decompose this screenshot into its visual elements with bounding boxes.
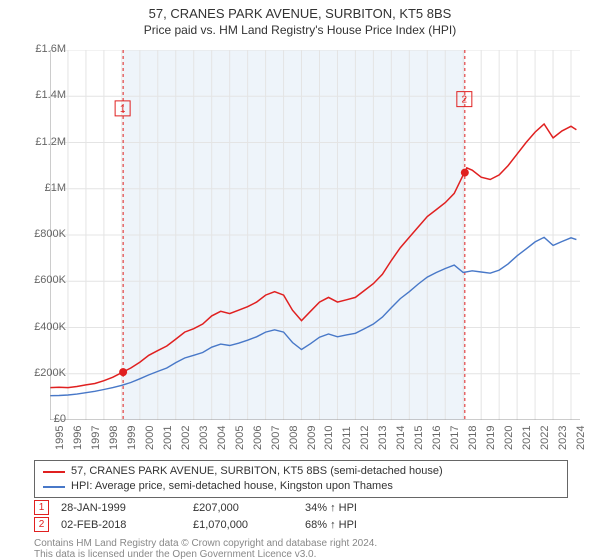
legend-label-hpi: HPI: Average price, semi-detached house,…: [71, 479, 393, 494]
x-tick-label: 2008: [288, 426, 300, 450]
x-tick-label: 2015: [413, 426, 425, 450]
sale-pct-2: 68% ↑ HPI: [305, 519, 415, 531]
x-tick-label: 2017: [449, 426, 461, 450]
y-tick-label: £600K: [20, 274, 66, 286]
legend-box: 57, CRANES PARK AVENUE, SURBITON, KT5 8B…: [34, 460, 568, 498]
sale-date-1: 28-JAN-1999: [61, 502, 181, 514]
sale-price-1: £207,000: [193, 502, 293, 514]
x-tick-label: 2001: [162, 426, 174, 450]
x-tick-label: 2013: [377, 426, 389, 450]
x-tick-label: 2012: [359, 426, 371, 450]
x-tick-label: 2000: [144, 426, 156, 450]
x-tick-label: 1997: [90, 426, 102, 450]
legend-item-price: 57, CRANES PARK AVENUE, SURBITON, KT5 8B…: [43, 464, 559, 479]
x-tick-label: 2020: [503, 426, 515, 450]
x-tick-label: 2021: [521, 426, 533, 450]
chart-title: 57, CRANES PARK AVENUE, SURBITON, KT5 8B…: [0, 6, 600, 21]
y-tick-label: £400K: [20, 321, 66, 333]
chart-container: 57, CRANES PARK AVENUE, SURBITON, KT5 8B…: [0, 0, 600, 560]
x-tick-label: 2003: [198, 426, 210, 450]
sales-table: 1 28-JAN-1999 £207,000 34% ↑ HPI 2 02-FE…: [34, 498, 415, 534]
sale-price-2: £1,070,000: [193, 519, 293, 531]
sale-pct-1: 34% ↑ HPI: [305, 502, 415, 514]
attribution: Contains HM Land Registry data © Crown c…: [34, 538, 377, 560]
x-tick-label: 2005: [234, 426, 246, 450]
x-tick-label: 2004: [216, 426, 228, 450]
x-tick-label: 2010: [323, 426, 335, 450]
attribution-line-1: Contains HM Land Registry data © Crown c…: [34, 538, 377, 549]
x-tick-label: 2019: [485, 426, 497, 450]
legend-swatch-hpi: [43, 486, 65, 488]
x-tick-label: 1995: [54, 426, 66, 450]
chart-subtitle: Price paid vs. HM Land Registry's House …: [0, 23, 600, 37]
svg-text:1: 1: [120, 104, 126, 115]
y-tick-label: £1M: [20, 182, 66, 194]
x-tick-label: 1999: [126, 426, 138, 450]
x-tick-label: 2009: [306, 426, 318, 450]
x-tick-label: 2011: [341, 426, 353, 450]
svg-text:2: 2: [462, 95, 468, 106]
legend-item-hpi: HPI: Average price, semi-detached house,…: [43, 479, 559, 494]
x-tick-label: 2014: [395, 426, 407, 450]
sale-row-1: 1 28-JAN-1999 £207,000 34% ↑ HPI: [34, 500, 415, 515]
title-block: 57, CRANES PARK AVENUE, SURBITON, KT5 8B…: [0, 0, 600, 37]
y-tick-label: £1.2M: [20, 136, 66, 148]
attribution-line-2: This data is licensed under the Open Gov…: [34, 549, 377, 560]
x-tick-label: 2018: [467, 426, 479, 450]
x-tick-label: 1998: [108, 426, 120, 450]
x-tick-label: 2023: [557, 426, 569, 450]
x-tick-label: 1996: [72, 426, 84, 450]
x-tick-label: 2007: [270, 426, 282, 450]
x-tick-label: 2006: [252, 426, 264, 450]
legend-swatch-price: [43, 471, 65, 473]
sale-row-2: 2 02-FEB-2018 £1,070,000 68% ↑ HPI: [34, 517, 415, 532]
x-tick-label: 2022: [539, 426, 551, 450]
chart-svg: 12: [50, 50, 580, 420]
sale-marker-2: 2: [34, 517, 49, 532]
y-tick-label: £800K: [20, 228, 66, 240]
legend-label-price: 57, CRANES PARK AVENUE, SURBITON, KT5 8B…: [71, 464, 443, 479]
y-tick-label: £1.4M: [20, 89, 66, 101]
x-tick-label: 2024: [575, 426, 587, 450]
sale-date-2: 02-FEB-2018: [61, 519, 181, 531]
y-tick-label: £200K: [20, 367, 66, 379]
y-tick-label: £0: [20, 413, 66, 425]
y-tick-label: £1.6M: [20, 43, 66, 55]
x-tick-label: 2016: [431, 426, 443, 450]
x-tick-label: 2002: [180, 426, 192, 450]
chart-plot-area: 12: [50, 50, 580, 420]
sale-marker-1: 1: [34, 500, 49, 515]
